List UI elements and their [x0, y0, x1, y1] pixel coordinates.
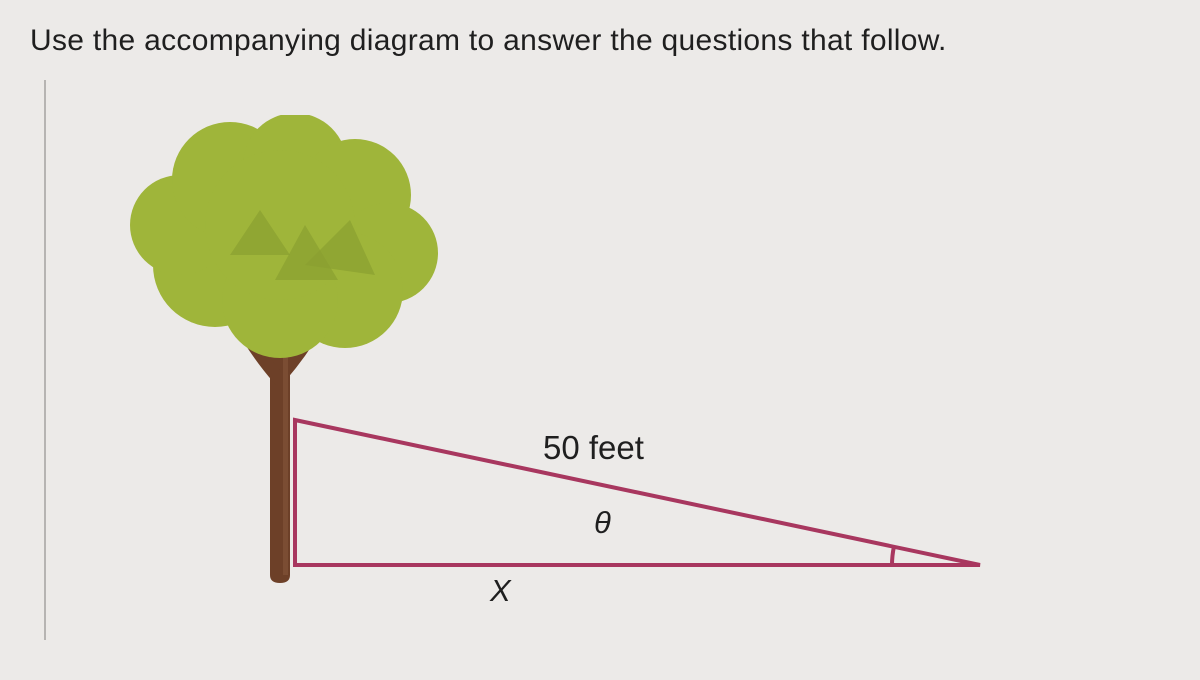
- tree-icon: [120, 115, 440, 585]
- base-x-label: X: [490, 573, 511, 609]
- instruction-text: Use the accompanying diagram to answer t…: [30, 24, 947, 58]
- diagram: 50 feet θ X: [0, 75, 1200, 665]
- angle-theta-label: θ: [594, 505, 611, 541]
- hypotenuse-label: 50 feet: [543, 429, 644, 467]
